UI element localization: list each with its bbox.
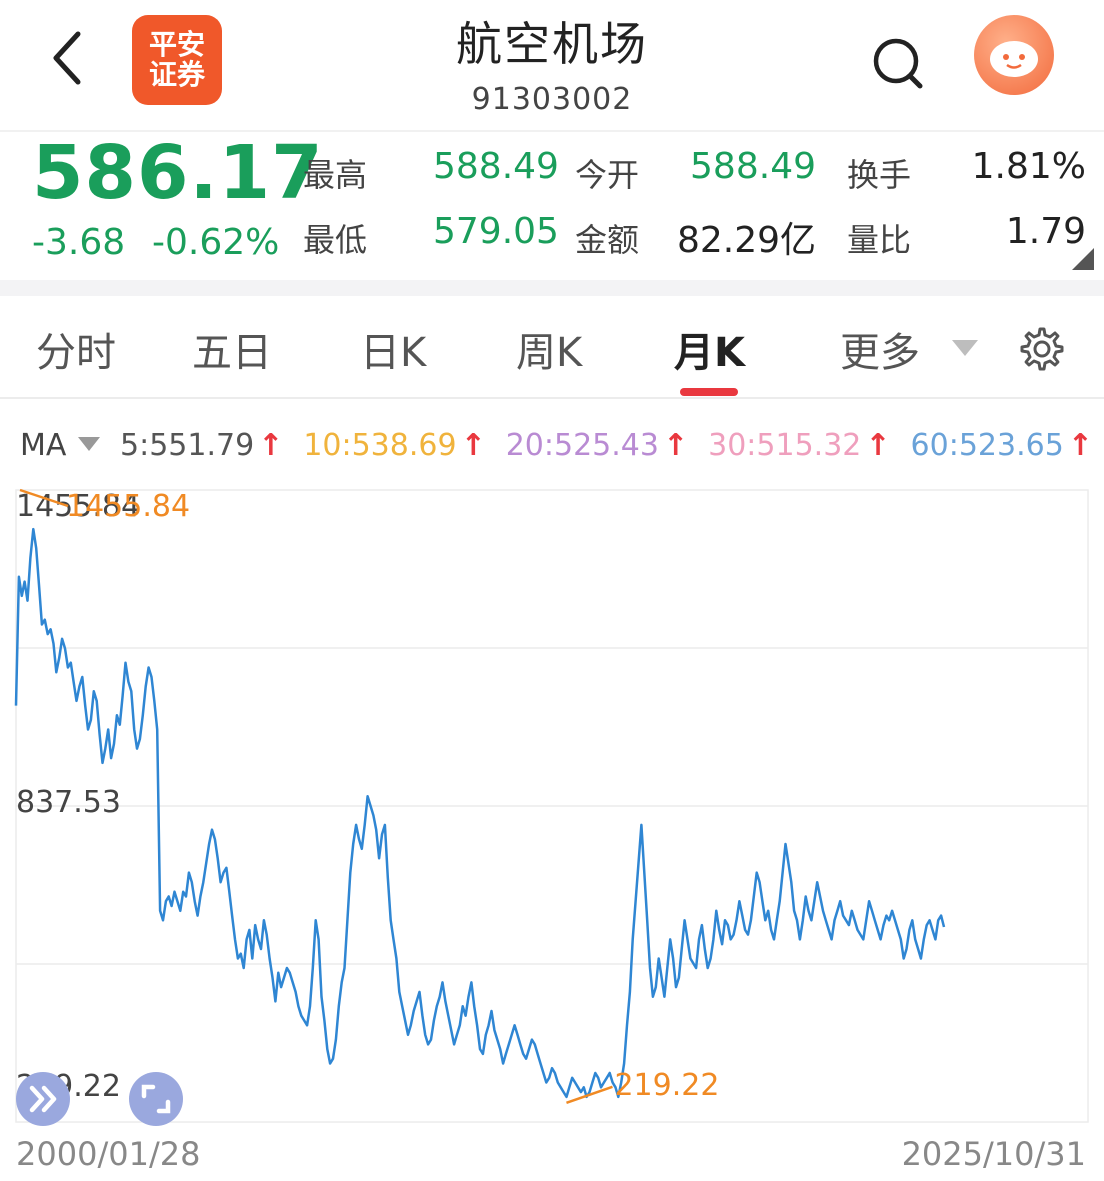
- tab-five-day[interactable]: 五日: [192, 330, 272, 376]
- header-divider: [0, 130, 1104, 132]
- tab-daily-k[interactable]: 日K: [360, 330, 427, 376]
- current-price: 586.17: [32, 130, 324, 216]
- ma-dropdown-icon[interactable]: [78, 436, 100, 455]
- y-axis-label: 837.53: [16, 785, 121, 820]
- stat-value-amount: 82.29亿: [676, 220, 816, 261]
- gear-icon: [1020, 327, 1064, 371]
- double-chevron-right-icon: [29, 1085, 57, 1113]
- ma-value-0: 5:551.79 ↑: [120, 428, 284, 463]
- price-change: -3.68: [32, 222, 126, 263]
- stat-value-turnover: 1.81%: [971, 146, 1086, 187]
- tab-divider: [0, 397, 1104, 399]
- logo-line-2: 证券: [148, 58, 205, 91]
- expand-left-button[interactable]: [16, 1072, 70, 1126]
- ma-value-3: 30:515.32 ↑: [708, 428, 891, 463]
- stat-label-amount: 金额: [575, 221, 640, 259]
- stat-label-open: 今开: [575, 156, 640, 194]
- section-divider: [0, 280, 1104, 296]
- stock-code: 91303002: [471, 82, 633, 117]
- app-header: 平安 证券 航空机场 91303002: [0, 0, 1104, 130]
- tab-monthly-k[interactable]: 月K: [674, 330, 745, 376]
- active-tab-indicator: [680, 388, 738, 396]
- up-arrow-icon: ↑: [258, 428, 284, 463]
- up-arrow-icon: ↑: [460, 428, 486, 463]
- ma-value-1: 10:538.69 ↑: [303, 428, 486, 463]
- settings-button[interactable]: [1016, 325, 1064, 377]
- price-change-pct: -0.62%: [152, 222, 280, 263]
- price-line: [14, 527, 946, 1099]
- stat-label-high: 最高: [303, 156, 368, 194]
- chevron-down-icon[interactable]: [952, 340, 978, 360]
- min-marker-label: 219.22: [614, 1068, 719, 1103]
- chevron-left-icon: [53, 31, 81, 85]
- tab-weekly-k[interactable]: 周K: [516, 330, 583, 376]
- stat-label-volume-ratio: 量比: [847, 221, 912, 259]
- min-marker-line: [566, 1085, 613, 1105]
- date-end: 2025/10/31: [901, 1135, 1086, 1173]
- max-marker-label: 1455.84: [66, 489, 190, 524]
- ma-value-4: 60:523.65 ↑: [910, 428, 1093, 463]
- stat-label-turnover: 换手: [847, 156, 912, 194]
- max-marker-line: [19, 488, 69, 508]
- page-title: 航空机场: [456, 17, 648, 71]
- fullscreen-button[interactable]: [129, 1072, 183, 1126]
- tab-intraday[interactable]: 分时: [36, 330, 116, 376]
- expand-corner-icon[interactable]: [1072, 248, 1094, 270]
- fullscreen-icon: [141, 1084, 171, 1114]
- ma-value-2: 20:525.43 ↑: [505, 428, 689, 463]
- ma-values: 5:551.79 ↑ 10:538.69 ↑ 20:525.43 ↑ 30:515.32 ↑ 6…: [120, 428, 1104, 463]
- search-button[interactable]: [870, 35, 926, 91]
- broker-logo[interactable]: 平安 证券: [132, 15, 222, 105]
- stat-value-low: 579.05: [433, 211, 559, 252]
- logo-line-1: 平安: [148, 28, 205, 61]
- mascot-icon: [990, 41, 1038, 77]
- tab-more[interactable]: 更多: [840, 330, 920, 376]
- date-start: 2000/01/28: [16, 1135, 201, 1173]
- up-arrow-icon: ↑: [865, 428, 891, 463]
- stat-label-low: 最低: [303, 221, 368, 259]
- stat-value-volume-ratio: 1.79: [1005, 211, 1086, 252]
- up-arrow-icon: ↑: [1067, 428, 1093, 463]
- back-button[interactable]: [46, 28, 90, 88]
- search-icon: [873, 38, 923, 89]
- stat-value-open: 588.49: [690, 146, 816, 187]
- up-arrow-icon: ↑: [662, 428, 689, 463]
- ma-label[interactable]: MA: [20, 428, 67, 463]
- stat-value-high: 588.49: [433, 146, 559, 187]
- assistant-avatar[interactable]: [974, 15, 1054, 95]
